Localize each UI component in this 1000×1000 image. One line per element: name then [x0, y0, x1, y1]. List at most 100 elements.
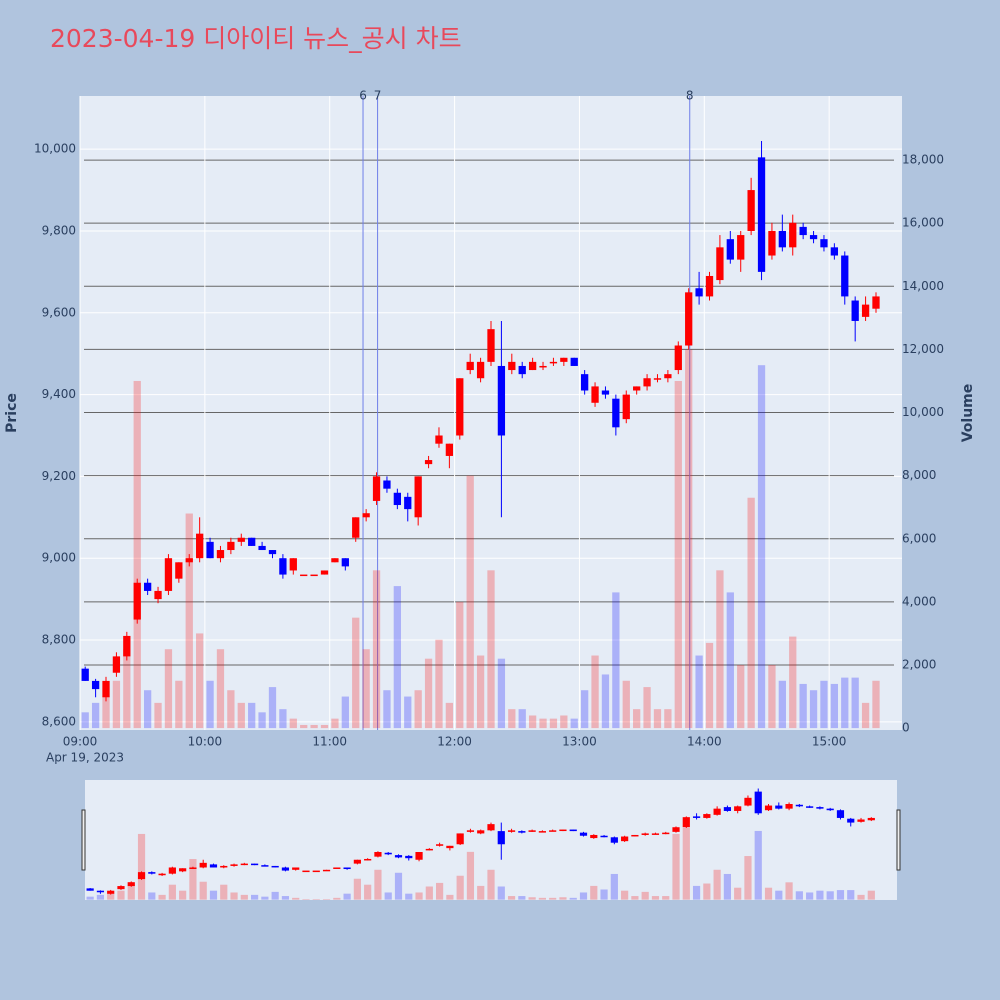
slider-candle-body: [394, 855, 403, 858]
slider-volume-bar: [785, 882, 793, 900]
slider-volume-bar: [528, 897, 536, 900]
candle-body: [497, 365, 506, 436]
slider-candle-body: [651, 833, 660, 835]
slider-candle-body: [641, 833, 649, 835]
volume-bar: [747, 497, 755, 729]
slider-volume-bar: [549, 897, 557, 900]
y-tick-label: 9,600: [42, 305, 76, 319]
candle-body: [612, 398, 620, 428]
volume-bar: [695, 655, 703, 729]
volume-bar: [248, 702, 256, 729]
slider-volume-bar: [836, 890, 845, 900]
slider-volume-bar: [816, 890, 824, 900]
slider-volume-bar: [189, 859, 197, 900]
slider-candle-body: [415, 852, 423, 860]
slider-volume-bar: [867, 890, 875, 900]
volume-bar: [726, 592, 734, 729]
slider-candle-body: [775, 805, 783, 809]
slider-handle[interactable]: [81, 809, 86, 871]
volume-bar: [196, 633, 204, 729]
candle-body: [799, 226, 807, 236]
volume-bar: [143, 690, 152, 729]
slider-volume-bar: [754, 830, 762, 900]
volume-bar: [289, 718, 297, 729]
slider-candle-body: [682, 817, 690, 828]
volume-bar: [310, 724, 318, 729]
y-tick-label: 9,200: [42, 469, 76, 483]
candle-body: [143, 582, 152, 591]
candle-body: [185, 558, 193, 563]
slider-candle-body: [559, 829, 567, 832]
candle-body: [737, 235, 745, 260]
slider-candle-body: [148, 872, 156, 874]
y-axis-title: Price: [4, 393, 20, 433]
slider-volume-bar: [631, 896, 639, 900]
volume-bar: [508, 709, 516, 729]
slider-volume-bar: [734, 887, 742, 900]
annotation-label: 7: [374, 89, 382, 103]
candle-body: [91, 680, 100, 690]
candle-body: [112, 656, 121, 673]
y-tick-label: 9,400: [42, 387, 76, 401]
slider-candle-body: [86, 888, 94, 891]
candle-body: [372, 476, 381, 501]
candle-body: [872, 296, 880, 309]
volume-bar: [91, 702, 100, 729]
slider-volume-bar: [723, 873, 732, 900]
slider-volume-bar: [250, 894, 259, 900]
y-tick-label: 8,800: [42, 633, 76, 647]
volume-bar: [851, 677, 859, 729]
candle-body: [674, 345, 682, 371]
slider-volume-bar: [703, 883, 711, 900]
slider-volume-bar: [662, 896, 670, 900]
slider-candle-body: [127, 882, 135, 887]
candle-body: [289, 558, 297, 571]
slider-volume-bar: [425, 886, 433, 900]
slider-candle-body: [713, 808, 721, 815]
y2-tick-label: 4,000: [902, 594, 936, 608]
slider-volume-bar: [590, 885, 598, 900]
candle-body: [601, 390, 610, 395]
volume-bar: [393, 586, 401, 729]
slider-volume-bar: [487, 869, 495, 900]
slider-candle-body: [250, 863, 259, 866]
volume-bar: [279, 709, 287, 729]
volume-bar: [237, 702, 245, 729]
candle-body: [320, 570, 329, 575]
slider-candle-body: [497, 831, 505, 845]
volume-bar: [591, 655, 599, 729]
slider-volume-bar: [230, 892, 238, 900]
volume-bar: [185, 513, 193, 729]
x-tick-label: 13:00: [562, 735, 597, 749]
y-tick-label: 9,800: [42, 223, 76, 237]
slider-volume-bar: [641, 891, 649, 900]
volume-bar: [518, 709, 526, 729]
candle-body: [164, 558, 173, 591]
slider-volume-bar: [610, 873, 618, 900]
y2-tick-label: 2,000: [902, 657, 936, 671]
candle-body: [705, 275, 714, 297]
slider-handle[interactable]: [896, 809, 901, 871]
slider-candle-body: [302, 870, 310, 873]
volume-bar: [154, 702, 162, 729]
volume-bar: [404, 696, 412, 729]
slider-candle-body: [610, 837, 618, 843]
slider-candle-body: [518, 831, 526, 833]
volume-bar: [300, 724, 308, 729]
volume-bar: [383, 690, 391, 729]
candle-body: [133, 582, 141, 620]
volume-bar: [424, 658, 433, 729]
volume-bar: [362, 649, 370, 729]
volume-bar: [830, 683, 839, 729]
y2-tick-label: 14,000: [902, 279, 944, 293]
slider-volume-bar: [857, 894, 865, 900]
slider-volume-bar: [394, 872, 403, 900]
volume-bar: [768, 664, 776, 729]
volume-bar: [268, 687, 277, 729]
slider-volume-bar: [220, 884, 228, 900]
slider-candle-body: [220, 865, 228, 868]
candle-body: [476, 361, 485, 379]
candle-body: [570, 357, 578, 366]
volume-bar: [653, 709, 662, 729]
